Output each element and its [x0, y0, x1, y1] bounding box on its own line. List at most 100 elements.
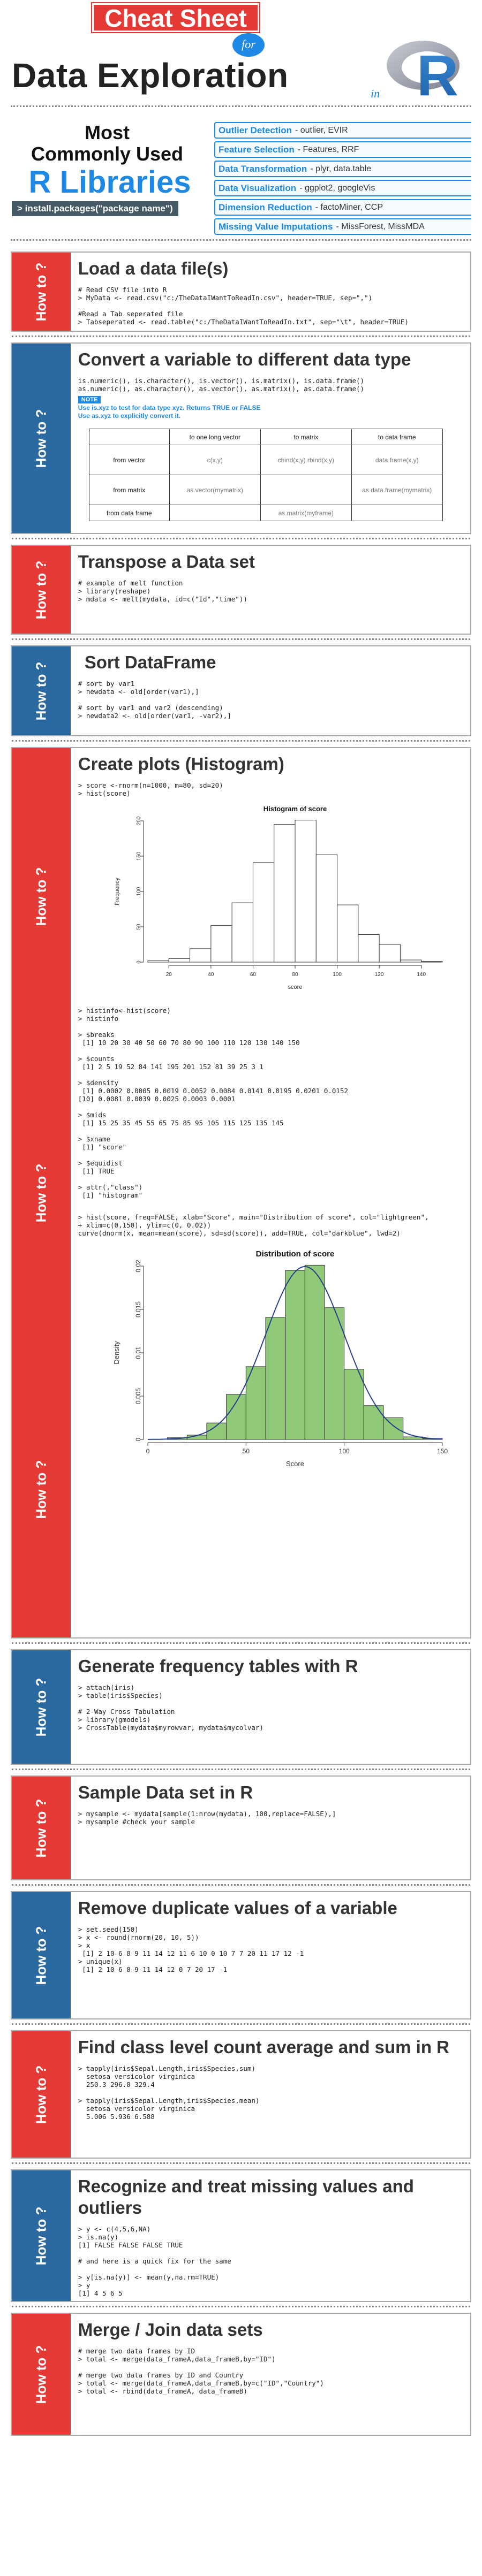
histogram-bar — [402, 1436, 423, 1440]
how-to-label: How to ? — [33, 1926, 49, 1985]
x-tick-label: 140 — [417, 972, 426, 978]
how-to-sidebar: How to ? — [12, 344, 71, 533]
histogram-bar — [265, 1317, 285, 1440]
how-to-label: How to ? — [33, 2065, 49, 2124]
libraries-heading-commonly-used: Commonly Used — [31, 143, 184, 165]
code-block: > set.seed(150) > x <- round(rnorm(20, 1… — [78, 1925, 304, 1973]
section-content: Generate frequency tables with R > attac… — [71, 1650, 470, 1764]
how-to-sidebar: How to ? — [12, 1892, 71, 2018]
section-title: Sort DataFrame — [84, 652, 216, 672]
table-cell: as.matrix(myframe) — [260, 505, 352, 521]
section-content: Merge / Join data sets # merge two data … — [71, 2314, 470, 2435]
library-packages: - Features, RRF — [297, 144, 359, 154]
section-title: Find class level count average and sum i… — [78, 2037, 449, 2057]
table-header-cell: to data frame — [351, 429, 443, 445]
y-tick-label: 200 — [136, 816, 142, 825]
code-block: # example of melt function > library(res… — [78, 579, 247, 603]
histogram-bar — [168, 958, 190, 963]
section-title: Generate frequency tables with R — [78, 1656, 358, 1676]
histogram-bar — [379, 944, 401, 963]
how-to-label: How to ? — [33, 560, 49, 619]
how-to-label: How to ? — [33, 262, 49, 321]
how-to-label: How to ? — [33, 2206, 49, 2265]
y-tick-label: 0 — [136, 961, 142, 964]
x-tick-label: 40 — [208, 972, 214, 978]
y-tick-label: 0.01 — [134, 1346, 142, 1359]
code-block: > y <- c(4,5,6,NA) > is.na(y) [1] FALSE … — [78, 2225, 231, 2297]
chart-title: Histogram of score — [263, 805, 327, 813]
section-load-data: How to ? Load a data file(s) # Read CSV … — [11, 251, 471, 337]
code-block: > tapply(iris$Sepal.Length,iris$Species,… — [78, 2064, 260, 2121]
section-missing-values: How to ? Recognize and treat missing val… — [11, 2169, 471, 2307]
section-plots: How to ? How to ? How to ? Create plots … — [11, 747, 471, 1644]
section-content: Load a data file(s) # Read CSV file into… — [71, 253, 470, 331]
library-list: Outlier Detection - outlier, EVIR Featur… — [214, 122, 471, 238]
how-to-label: How to ? — [33, 1678, 49, 1736]
histogram-bar — [245, 1366, 266, 1440]
code-block: > attach(iris) > table(iris$Species) # 2… — [78, 1683, 263, 1732]
histogram-bar — [343, 1369, 364, 1440]
table-cell: as.data.frame(mymatrix) — [351, 475, 443, 505]
code-block: # Read CSV file into R > MyData <- read.… — [78, 286, 409, 326]
y-tick-label: 100 — [136, 887, 142, 896]
table-header-cell — [88, 429, 170, 445]
y-tick-label: 0.015 — [134, 1301, 142, 1317]
x-tick-label: 120 — [375, 972, 384, 978]
chart-title: Distribution of score — [255, 1249, 334, 1259]
library-category: Missing Value Imputations — [219, 221, 333, 232]
section-title: Merge / Join data sets — [78, 2320, 263, 2339]
table-row-header: from vector — [88, 445, 170, 475]
section-title: Transpose a Data set — [78, 552, 255, 571]
section-sample: How to ? Sample Data set in R > mysample… — [11, 1775, 471, 1886]
install-command: > install.packages("package name") — [12, 201, 178, 216]
how-to-sidebar: How to ? — [12, 2314, 71, 2435]
library-packages: - factoMiner, CCP — [315, 202, 383, 212]
how-to-label: How to ? — [33, 661, 49, 720]
how-to-sidebar: How to ? — [12, 253, 71, 331]
code-block: # merge two data frames by ID > total <-… — [78, 2347, 324, 2395]
section-title: Convert a variable to different data typ… — [78, 349, 411, 369]
histogram-bar — [304, 1264, 325, 1440]
table-cell: data.frame(x,y) — [351, 445, 443, 475]
x-axis-label: score — [288, 984, 302, 990]
y-axis-label: Density — [112, 1341, 120, 1365]
y-tick-label: 50 — [136, 924, 142, 930]
in-word: in — [371, 87, 380, 100]
section-class-aggregates: How to ? Find class level count average … — [11, 2030, 471, 2164]
section-merge: How to ? Merge / Join data sets # merge … — [11, 2313, 471, 2436]
note-text: Use is.xyz to test for data type xyz. Re… — [78, 404, 261, 411]
how-to-sidebar: How to ? — [12, 1650, 71, 1764]
histogram-bar — [295, 820, 317, 963]
histogram-bar — [284, 1270, 305, 1440]
how-to-label: How to ? — [33, 2345, 49, 2404]
table-cell — [169, 505, 261, 521]
x-tick-label: 80 — [292, 972, 298, 978]
section-content: Transpose a Data set # example of melt f… — [71, 546, 470, 634]
x-tick-label: 100 — [333, 972, 342, 978]
code-block: is.numeric(), is.character(), is.vector(… — [78, 377, 365, 393]
table-cell: cbind(x,y) rbind(x,y) — [260, 445, 352, 475]
library-row: Data Transformation - plyr, data.table — [214, 161, 471, 177]
histogram-bar — [400, 959, 421, 963]
section-sort: How to ? Sort DataFrame # sort by var1 >… — [11, 645, 471, 742]
density-chart: Distribution of score 0 50 100 150 Score 0 0.00… — [110, 1247, 463, 1474]
section-title: Create plots (Histogram) — [78, 754, 284, 774]
histogram-bar — [210, 925, 232, 963]
libraries-heading: Most Commonly Used R Libraries > install… — [11, 122, 214, 216]
library-row: Feature Selection - Features, RRF — [214, 141, 471, 158]
section-duplicates: How to ? Remove duplicate values of a va… — [11, 1891, 471, 2025]
how-to-label: How to ? — [33, 867, 49, 926]
how-to-sidebar: How to ? — [12, 2031, 71, 2158]
libraries-heading-r-libraries: R Libraries — [28, 165, 191, 200]
how-to-label: How to ? — [33, 1798, 49, 1857]
table-row: from vector c(x,y) cbind(x,y) rbind(x,y)… — [88, 445, 443, 475]
r-logo-icon: R — [387, 41, 460, 99]
density-curve — [147, 1266, 442, 1440]
table-cell — [260, 475, 352, 505]
how-to-label: How to ? — [33, 409, 49, 468]
histogram-bar — [383, 1417, 403, 1440]
table-row: from matrix as.vector(mymatrix) as.data.… — [88, 475, 443, 505]
r-logo-letter: R — [417, 43, 458, 99]
table-header-cell: to one long vector — [169, 429, 261, 445]
note-label: NOTE — [78, 396, 101, 403]
